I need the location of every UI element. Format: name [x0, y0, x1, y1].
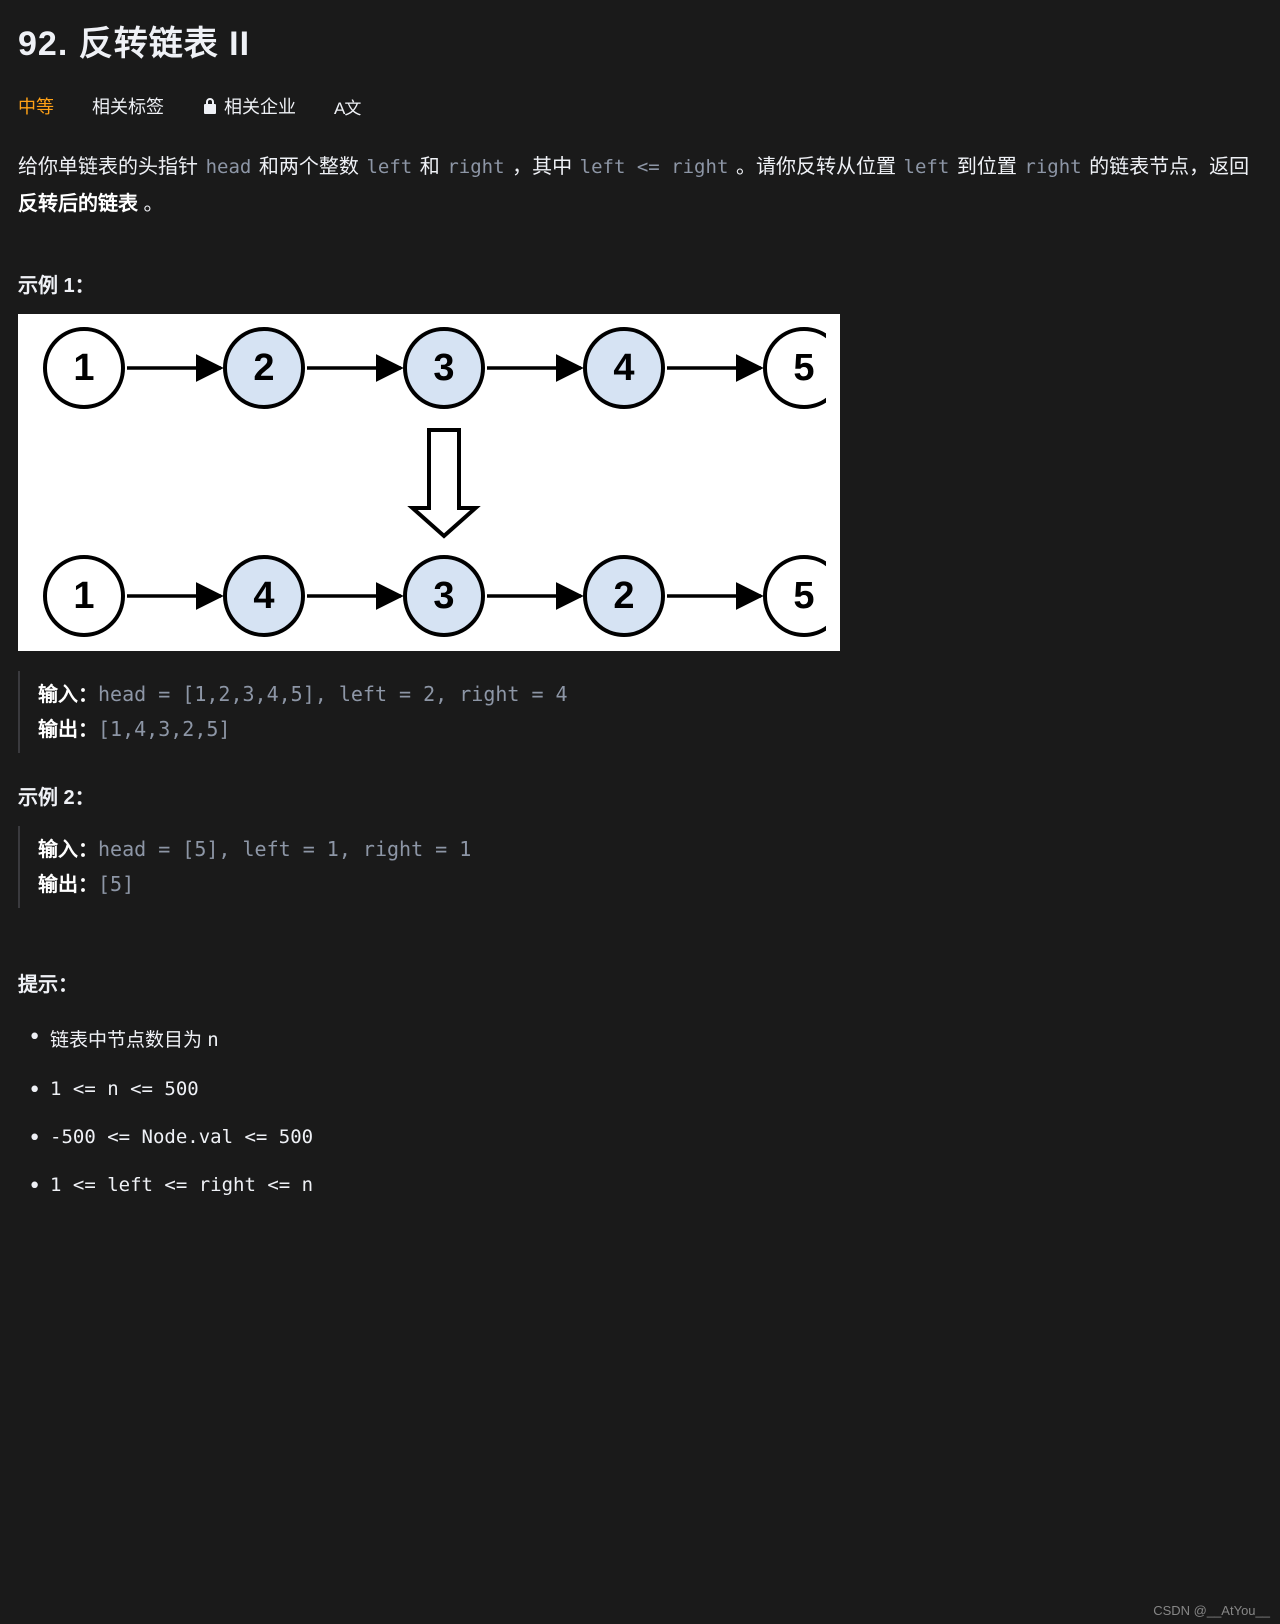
hint-item: 链表中节点数目为 n [28, 1025, 1262, 1052]
svg-text:5: 5 [793, 575, 814, 617]
output-value: [1,4,3,2,5] [98, 717, 230, 741]
translate-icon[interactable]: A文 [334, 94, 360, 119]
input-label: 输入： [38, 684, 98, 706]
hints-section: 提示： 链表中节点数目为 n 1 <= n <= 500 -500 <= Node.… [18, 968, 1262, 1196]
desc-text: 。请你反转从位置 [730, 156, 901, 178]
output-value: [5] [98, 872, 134, 896]
svg-text:1: 1 [73, 347, 94, 389]
example1-block: 输入：head = [1,2,3,4,5], left = 2, right =… [18, 671, 1262, 753]
svg-text:5: 5 [793, 347, 814, 389]
hints-title: 提示： [18, 968, 1262, 997]
input-value: head = [1,2,3,4,5], left = 2, right = 4 [98, 682, 568, 706]
problem-description: 给你单链表的头指针 head 和两个整数 left 和 right ，其中 le… [18, 149, 1262, 223]
input-value: head = [5], left = 1, right = 1 [98, 837, 471, 861]
tab-difficulty[interactable]: 中等 [18, 93, 54, 119]
output-label: 输出： [38, 874, 98, 896]
desc-text: 到位置 [951, 156, 1022, 178]
problem-title: 92. 反转链表 II [18, 16, 1262, 65]
watermark: CSDN @__AtYou__ [1153, 1603, 1270, 1618]
output-label: 输出： [38, 719, 98, 741]
svg-text:4: 4 [613, 347, 634, 389]
desc-text: 和 [414, 156, 445, 178]
desc-code: right [445, 156, 506, 178]
hint-item: 1 <= n <= 500 [28, 1078, 1262, 1100]
desc-bold: 反转后的链表 [18, 193, 138, 215]
desc-code: right [1022, 156, 1083, 178]
example2-block: 输入：head = [5], left = 1, right = 1 输出：[5… [18, 826, 1262, 908]
desc-text: 。 [138, 193, 164, 215]
lock-icon [202, 97, 218, 115]
input-label: 输入： [38, 839, 98, 861]
desc-code: left [902, 156, 952, 178]
tab-bar: 中等 相关标签 相关企业 A文 [18, 93, 1262, 119]
svg-text:3: 3 [433, 575, 454, 617]
desc-code: left [364, 156, 414, 178]
hint-item: -500 <= Node.val <= 500 [28, 1126, 1262, 1148]
tab-companies[interactable]: 相关企业 [202, 93, 296, 119]
hint-item: 1 <= left <= right <= n [28, 1174, 1262, 1196]
svg-text:3: 3 [433, 347, 454, 389]
svg-text:2: 2 [253, 347, 274, 389]
svg-text:2: 2 [613, 575, 634, 617]
tab-tags[interactable]: 相关标签 [92, 93, 164, 119]
example-diagram: 1 2 3 4 5 1 4 3 2 5 [18, 314, 840, 651]
desc-text: 的链表节点，返回 [1084, 156, 1250, 178]
hints-list: 链表中节点数目为 n 1 <= n <= 500 -500 <= Node.val … [18, 1025, 1262, 1196]
example2-title: 示例 2： [18, 781, 1262, 810]
example1-title: 示例 1： [18, 269, 1262, 298]
desc-code: left <= right [578, 156, 731, 178]
svg-text:4: 4 [253, 575, 274, 617]
tab-companies-label: 相关企业 [224, 93, 296, 119]
desc-text: 给你单链表的头指针 [18, 156, 204, 178]
svg-text:1: 1 [73, 575, 94, 617]
desc-text: 和两个整数 [253, 156, 364, 178]
desc-text: ，其中 [507, 156, 578, 178]
desc-code: head [204, 156, 254, 178]
